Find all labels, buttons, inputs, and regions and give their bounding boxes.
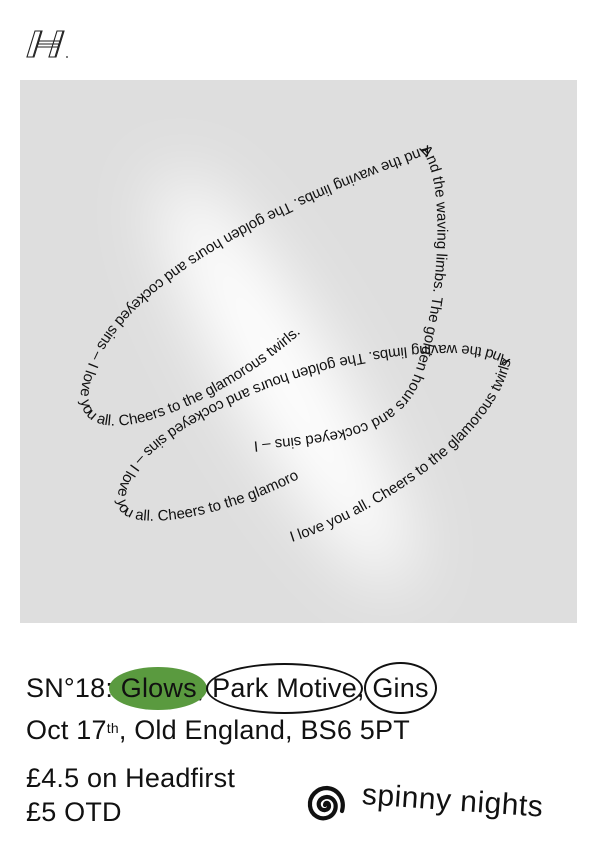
- price-advance: £4.5 on Headfirst: [26, 763, 236, 793]
- artwork: And the waving limbs. The golden hours a…: [20, 80, 577, 623]
- spiral-icon: [307, 785, 345, 821]
- artist-gins: Gins: [364, 662, 438, 714]
- series-number: SN°18:: [26, 673, 121, 703]
- date-suffix: th: [106, 720, 119, 736]
- event-date: Oct 17: [26, 715, 107, 745]
- price-door: £5 OTD: [26, 797, 122, 827]
- venue-h-logo-icon: [26, 30, 68, 58]
- brand-name: spinny nights: [360, 778, 545, 824]
- artist-glows: Glows: [108, 667, 207, 710]
- artwork-glow: [159, 174, 411, 586]
- lineup-line: SN°18: Glows, Park Motive, Gins: [26, 662, 438, 714]
- artist-park-motive: Park Motive: [206, 663, 363, 714]
- event-venue: , Old England, BS6 5PT: [118, 715, 410, 745]
- date-venue-line: Oct 17th, Old England, BS6 5PT: [26, 714, 410, 746]
